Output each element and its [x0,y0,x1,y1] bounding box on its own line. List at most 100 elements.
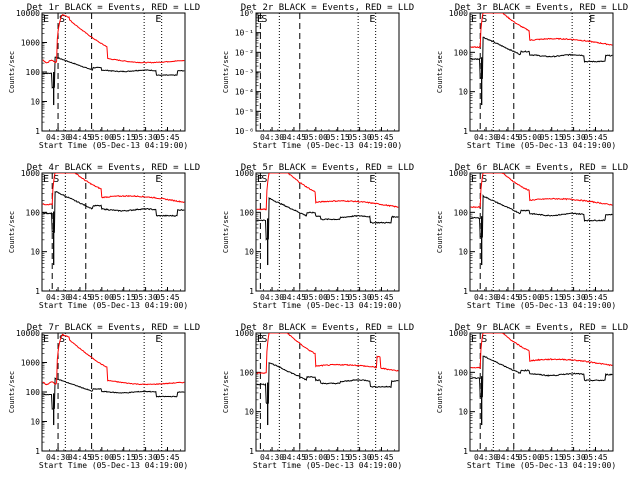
x-tick-label: 05:15 [326,133,350,142]
x-tick-label: 04:30 [46,293,70,302]
x-tick-label: 05:45 [369,453,393,462]
lld-series-line [42,14,185,64]
time-marker-label: E [369,334,375,345]
y-tick-label: 1 [249,287,254,296]
x-tick-label: 05:45 [155,453,179,462]
chart-panel-4: Det 4r BLACK = Events, RED = LLD Counts/s… [8,163,200,310]
events-series-line [256,197,399,241]
x-tick-label: 04:30 [260,293,284,302]
x-tick-label: 05:00 [90,293,114,302]
y-tick-label: 100 [454,208,469,217]
events-series-line [256,361,399,405]
y-tick-label: 1 [35,287,40,296]
x-tick-label: 05:15 [326,453,350,462]
x-tick-label: 05:30 [348,133,372,142]
x-tick-label: 05:15 [540,293,564,302]
y-tick-label: 10⁰ [240,9,254,18]
y-tick-label: 1000 [449,9,468,18]
time-marker-label: E [257,174,263,185]
y-axis-label: Counts/sec [8,51,16,93]
y-tick-label: 1 [249,447,254,456]
x-tick-label: 04:30 [474,133,498,142]
chart-title: Det 1r BLACK = Events, RED = LLD [27,3,200,13]
lld-series-line [470,333,613,369]
time-marker-label: E [43,14,49,25]
time-marker-label: S [481,174,487,185]
time-marker-label: S [261,14,267,25]
x-tick-label: 05:30 [348,293,372,302]
plot-frame [41,172,186,292]
lld-series-line [42,173,185,206]
chart-panel-2: Det 2r BLACK = Events, RED = LLD Counts/s… [222,3,414,150]
x-tick-label: 05:15 [112,453,136,462]
y-axis-label: Counts/sec [8,371,16,413]
x-tick-label: 05:45 [155,293,179,302]
x-tick-label: 04:45 [496,293,520,302]
x-axis-label: Start Time (05-Dec-13 04:19:00) [253,141,402,150]
y-tick-label: 10000 [16,329,40,338]
chart-panel-7: Det 7r BLACK = Events, RED = LLD Counts/s… [8,323,200,470]
x-tick-label: 05:00 [304,453,328,462]
y-tick-label: 1000 [449,169,468,178]
x-tick-label: 05:15 [540,453,564,462]
plot-frame [469,172,614,292]
y-tick-label: 1 [463,287,468,296]
time-marker-label: S [59,14,65,25]
y-tick-label: 10 [244,248,254,257]
events-series-line [470,194,613,238]
time-marker-label: E [43,174,49,185]
x-tick-label: 05:00 [518,453,542,462]
x-axis-label: Start Time (05-Dec-13 04:19:00) [467,461,616,470]
y-tick-label: 1000 [235,329,254,338]
y-tick-label: 10 [244,408,254,417]
chart-title: Det 9r BLACK = Events, RED = LLD [455,323,628,333]
chart-panel-3: Det 3r BLACK = Events, RED = LLD Counts/s… [436,3,628,150]
x-tick-label: 05:30 [348,453,372,462]
x-axis-label: Start Time (05-Dec-13 04:19:00) [39,141,188,150]
y-tick-label: 100 [454,368,469,377]
x-axis-label: Start Time (05-Dec-13 04:19:00) [39,461,188,470]
y-tick-label: 10 [30,248,40,257]
x-tick-label: 04:30 [46,453,70,462]
x-tick-label: 05:00 [90,133,114,142]
chart-title: Det 2r BLACK = Events, RED = LLD [241,3,414,13]
chart-panel-1: Det 1r BLACK = Events, RED = LLD Counts/s… [8,3,200,150]
time-marker-label: E [583,334,589,345]
y-axis-label: Counts/sec [436,371,444,413]
y-tick-label: 100 [454,48,469,57]
x-tick-label: 05:00 [304,133,328,142]
x-tick-label: 05:15 [326,293,350,302]
y-tick-label: 1000 [235,169,254,178]
time-marker-label: E [43,334,49,345]
time-marker-label: E [155,14,161,25]
time-marker-label: E [471,174,477,185]
y-tick-label: 10⁻¹ [235,29,254,38]
chart-title: Det 7r BLACK = Events, RED = LLD [27,323,200,333]
chart-title: Det 6r BLACK = Events, RED = LLD [455,163,628,173]
chart-title: Det 8r BLACK = Events, RED = LLD [241,323,414,333]
x-tick-label: 05:45 [369,133,393,142]
time-marker-label: S [53,174,59,185]
x-tick-label: 05:00 [518,133,542,142]
chart-title: Det 4r BLACK = Events, RED = LLD [27,163,200,173]
y-tick-label: 1 [35,447,40,456]
time-marker-label: E [257,14,263,25]
x-axis-label: Start Time (05-Dec-13 04:19:00) [253,301,402,310]
time-marker-label: S [481,14,487,25]
x-tick-label: 04:30 [260,133,284,142]
events-series-line [42,191,185,234]
y-axis-label: Counts/sec [222,371,230,413]
x-tick-label: 05:00 [304,293,328,302]
time-marker-label: E [589,14,595,25]
x-tick-label: 05:45 [369,293,393,302]
chart-title: Det 3r BLACK = Events, RED = LLD [455,3,628,13]
y-tick-label: 1000 [449,329,468,338]
x-tick-label: 05:15 [112,293,136,302]
x-tick-label: 04:45 [282,293,306,302]
y-tick-label: 10⁻³ [235,68,254,77]
x-tick-label: 04:45 [282,453,306,462]
y-tick-label: 1 [463,127,468,136]
x-tick-label: 04:45 [68,453,92,462]
x-tick-label: 05:15 [112,133,136,142]
x-tick-label: 04:30 [474,293,498,302]
